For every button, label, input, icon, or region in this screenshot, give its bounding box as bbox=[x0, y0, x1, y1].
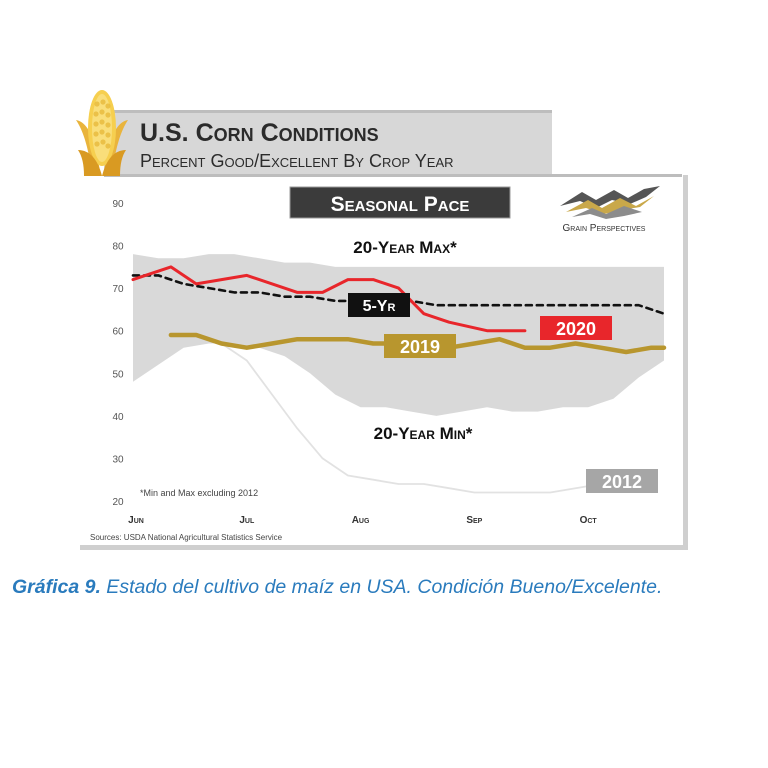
band-min-label: 20-Year Min* bbox=[374, 424, 473, 443]
y2019-label-box bbox=[384, 334, 456, 358]
y2020-label: 2020 bbox=[556, 319, 596, 339]
series-line-2012 bbox=[220, 342, 602, 494]
y-tick-label: 70 bbox=[112, 284, 124, 295]
fiveyr-label-box bbox=[348, 293, 410, 317]
caption-text: Estado del cultivo de maíz en USA. Condi… bbox=[100, 576, 663, 598]
seasonal-pace-badge bbox=[289, 186, 511, 219]
chart-title: U.S. Corn Conditions bbox=[140, 119, 379, 147]
figure-caption: Gráfica 9. Estado del cultivo de maíz en… bbox=[12, 576, 762, 599]
series-line-2020 bbox=[131, 265, 527, 333]
y-tick-label: 50 bbox=[112, 369, 124, 380]
y-tick-label: 60 bbox=[112, 327, 124, 338]
corn-logo-icon bbox=[76, 90, 128, 176]
y2012-label-box bbox=[586, 469, 658, 493]
footnote: *Min and Max excluding 2012 bbox=[140, 488, 258, 498]
x-axis: Jun Jul Aug Sep Oct bbox=[128, 515, 597, 526]
source-note: Sources: USDA National Agricultural Stat… bbox=[90, 533, 283, 542]
y-tick-label: 80 bbox=[112, 242, 124, 253]
x-tick-label: Sep bbox=[466, 515, 482, 526]
chart-subtitle: Percent Good/Excellent By Crop Year bbox=[140, 151, 454, 171]
x-tick-label: Jul bbox=[239, 515, 255, 526]
title-banner-top bbox=[104, 110, 552, 113]
y-tick-label: 40 bbox=[112, 412, 124, 423]
y-tick-label: 90 bbox=[112, 199, 124, 210]
title-banner bbox=[104, 112, 552, 174]
chart-figure: U.S. Corn Conditions Percent Good/Excell… bbox=[76, 90, 688, 550]
band-max-label: 20-Year Max* bbox=[353, 238, 457, 257]
chart-svg: U.S. Corn Conditions Percent Good/Excell… bbox=[76, 90, 688, 550]
frame-shadow-right bbox=[683, 175, 688, 550]
y-tick-label: 30 bbox=[112, 454, 124, 465]
seasonal-pace-label: Seasonal Pace bbox=[331, 193, 470, 216]
caption-label: Gráfica 9. bbox=[12, 576, 101, 598]
frame-shadow-bottom bbox=[80, 545, 686, 550]
x-tick-label: Aug bbox=[352, 515, 370, 526]
y2019-label: 2019 bbox=[400, 337, 440, 357]
grain-perspectives-label: Grain Perspectives bbox=[563, 223, 646, 234]
y2012-label: 2012 bbox=[602, 472, 642, 492]
grain-perspectives-logo-icon bbox=[560, 186, 660, 219]
x-tick-label: Oct bbox=[580, 515, 598, 526]
y-axis: 20 30 40 50 60 70 80 90 bbox=[112, 199, 124, 508]
y2020-label-box bbox=[540, 316, 612, 340]
y-tick-label: 20 bbox=[112, 497, 124, 508]
fiveyr-label: 5-Yr bbox=[363, 298, 396, 315]
title-banner-rule bbox=[104, 174, 682, 177]
x-tick-label: Jun bbox=[128, 515, 144, 526]
